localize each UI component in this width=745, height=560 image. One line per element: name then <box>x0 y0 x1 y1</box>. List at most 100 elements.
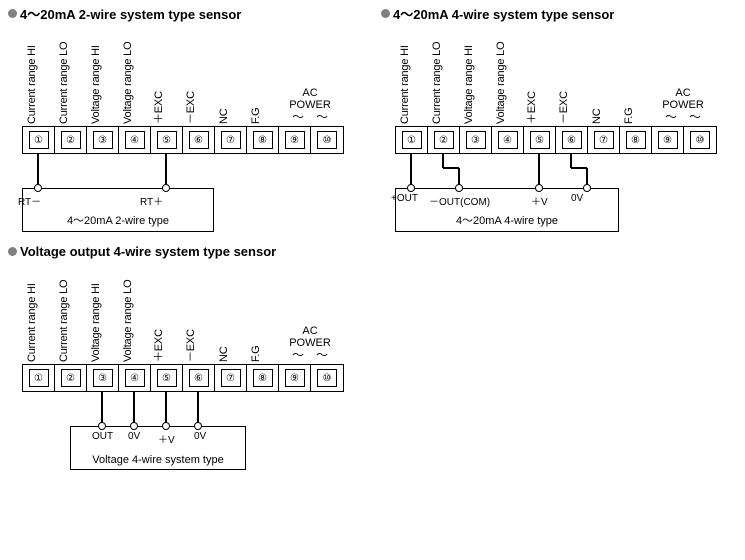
wire <box>101 392 102 426</box>
wire <box>570 154 571 168</box>
sensor-caption: 4～20mA 4-wire type <box>396 212 618 228</box>
vlabel-cell: －EXC <box>182 26 214 126</box>
vlabel-cell-ac: ACPOWER〜 〜 <box>278 264 342 364</box>
terminal-cell: ⑦ <box>215 365 247 391</box>
terminal-number: ⑥ <box>189 369 209 387</box>
terminal-cell: ③ <box>87 365 119 391</box>
terminal-cell: ⑤ <box>151 127 183 153</box>
upper-area: Current range HICurrent range LOVoltage … <box>8 262 363 392</box>
terminal-cell: ① <box>396 127 428 153</box>
vertical-labels: Current range HICurrent range LOVoltage … <box>22 264 342 364</box>
terminal-vlabel: Current range HI <box>26 45 38 124</box>
terminal-vlabel: F.G <box>623 107 635 124</box>
connection-node <box>194 422 202 430</box>
terminal-cell: ⑩ <box>684 127 716 153</box>
terminal-cell: ⑨ <box>652 127 684 153</box>
vlabel-cell: F.G <box>246 26 278 126</box>
vlabel-cell: Voltage range LO <box>491 26 523 126</box>
ac-power-label: ACPOWER〜 〜 <box>278 325 342 362</box>
bullet-icon <box>381 9 390 18</box>
wire <box>571 167 587 168</box>
vertical-labels: Current range HICurrent range LOVoltage … <box>22 26 342 126</box>
connection-node <box>455 184 463 192</box>
terminal-cell: ⑦ <box>215 127 247 153</box>
terminal-number: ③ <box>93 369 113 387</box>
lower-area: 4～20mA 2-wire typeRT－RT＋ <box>22 154 363 234</box>
terminal-vlabel: ＋EXC <box>523 91 539 124</box>
wire <box>410 154 411 188</box>
upper-area: Current range HICurrent range LOVoltage … <box>8 24 363 154</box>
terminal-cell: ⑥ <box>183 127 215 153</box>
terminal-number: ⑦ <box>221 369 241 387</box>
vlabel-cell: Current range LO <box>54 26 86 126</box>
terminal-vlabel: Current range HI <box>26 283 38 362</box>
terminal-strip: ①②③④⑤⑥⑦⑧⑨⑩ <box>22 364 344 392</box>
connection-node <box>407 184 415 192</box>
terminal-number: ② <box>61 131 81 149</box>
diagram-title: Voltage output 4-wire system type sensor <box>20 244 276 259</box>
terminal-vlabel: NC <box>218 109 230 125</box>
vlabel-cell-ac: ACPOWER〜 〜 <box>278 26 342 126</box>
terminal-cell: ② <box>55 365 87 391</box>
lower-area: 4～20mA 4-wire type+OUT－OUT(COM)＋V0V <box>395 154 736 234</box>
terminal-cell: ④ <box>492 127 524 153</box>
terminal-vlabel: Current range HI <box>399 45 411 124</box>
terminal-number: ② <box>61 369 81 387</box>
vlabel-cell: －EXC <box>555 26 587 126</box>
sensor-caption: 4～20mA 2-wire type <box>23 212 213 228</box>
bullet-icon <box>8 247 17 256</box>
terminal-number: ⑦ <box>221 131 241 149</box>
terminal-number: ① <box>402 131 422 149</box>
terminal-vlabel: －EXC <box>182 329 198 362</box>
vlabel-cell: Voltage range HI <box>86 26 118 126</box>
terminal-number: ④ <box>498 131 518 149</box>
terminal-cell: ⑩ <box>311 365 343 391</box>
vlabel-cell: Current range LO <box>427 26 459 126</box>
ac-power-label: ACPOWER〜 〜 <box>278 87 342 124</box>
lower-area: Voltage 4-wire system typeOUT0V＋V0V <box>22 392 363 472</box>
connection-label: ＋V <box>158 431 175 446</box>
bullet-icon <box>8 9 17 18</box>
vlabel-cell: ＋EXC <box>523 26 555 126</box>
title-row: 4～20mA 4-wire system type sensor <box>381 4 736 22</box>
terminal-vlabel: NC <box>218 347 230 363</box>
terminal-number: ② <box>434 131 454 149</box>
vlabel-cell: NC <box>214 264 246 364</box>
terminal-number: ④ <box>125 131 145 149</box>
sensor-caption: Voltage 4-wire system type <box>71 454 245 466</box>
terminal-vlabel: －EXC <box>555 91 571 124</box>
wire <box>165 392 166 426</box>
terminal-number: ③ <box>93 131 113 149</box>
terminal-strip: ①②③④⑤⑥⑦⑧⑨⑩ <box>395 126 717 154</box>
vlabel-cell: Voltage range LO <box>118 26 150 126</box>
connection-node <box>130 422 138 430</box>
connection-node <box>162 184 170 192</box>
terminal-cell: ⑧ <box>620 127 652 153</box>
terminal-number: ⑦ <box>594 131 614 149</box>
connection-node <box>535 184 543 192</box>
terminal-cell: ⑥ <box>183 365 215 391</box>
connection-node <box>162 422 170 430</box>
terminal-number: ⑨ <box>285 369 305 387</box>
wire <box>133 392 134 426</box>
vlabel-cell: F.G <box>246 264 278 364</box>
terminal-cell: ⑩ <box>311 127 343 153</box>
terminal-number: ⑧ <box>626 131 646 149</box>
connection-label: 0V <box>571 193 583 204</box>
connection-node <box>98 422 106 430</box>
terminal-vlabel: ＋EXC <box>150 329 166 362</box>
terminal-cell: ⑥ <box>556 127 588 153</box>
vlabel-cell: ＋EXC <box>150 264 182 364</box>
terminal-vlabel: Current range LO <box>58 280 70 362</box>
vlabel-cell-ac: ACPOWER〜 〜 <box>651 26 715 126</box>
terminal-number: ⑨ <box>658 131 678 149</box>
connection-label: RT－ <box>18 193 41 208</box>
terminal-vlabel: Current range LO <box>431 42 443 124</box>
terminal-cell: ④ <box>119 365 151 391</box>
terminal-cell: ⑤ <box>151 365 183 391</box>
terminal-number: ① <box>29 369 49 387</box>
terminal-number: ③ <box>466 131 486 149</box>
terminal-cell: ⑧ <box>247 127 279 153</box>
terminal-number: ⑤ <box>157 131 177 149</box>
upper-area: Current range HI Current range LO Voltage … <box>381 24 736 154</box>
